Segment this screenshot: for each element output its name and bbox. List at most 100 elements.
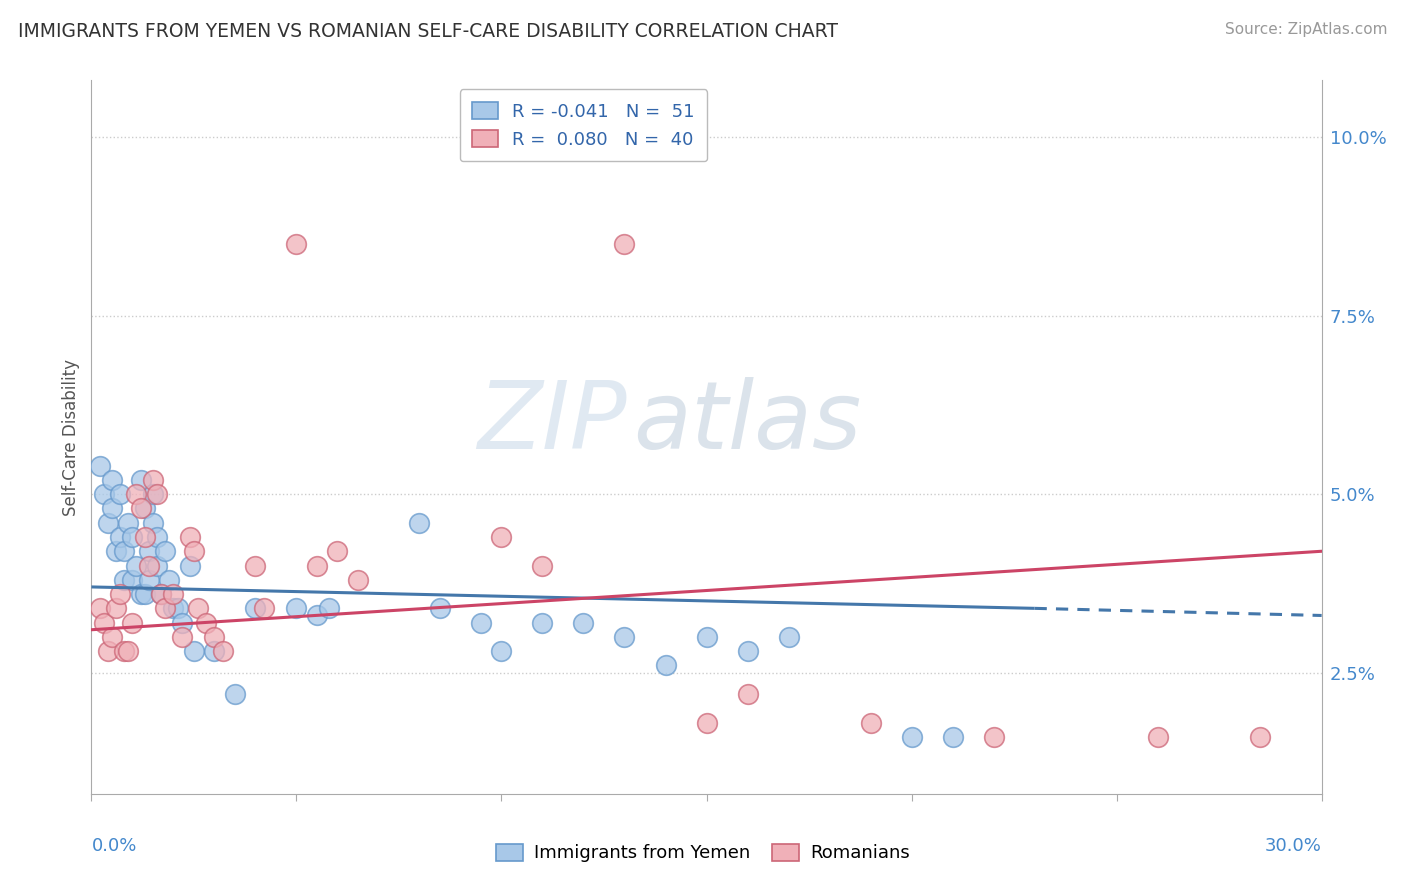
- Point: [491, 644, 513, 658]
- Point: [150, 587, 173, 601]
- Text: IMMIGRANTS FROM YEMEN VS ROMANIAN SELF-CARE DISABILITY CORRELATION CHART: IMMIGRANTS FROM YEMEN VS ROMANIAN SELF-C…: [18, 22, 838, 41]
- Point: [737, 644, 759, 658]
- Point: [97, 644, 120, 658]
- Text: Source: ZipAtlas.com: Source: ZipAtlas.com: [1225, 22, 1388, 37]
- Point: [179, 530, 201, 544]
- Point: [737, 687, 759, 701]
- Point: [942, 730, 965, 744]
- Point: [108, 530, 131, 544]
- Point: [531, 615, 554, 630]
- Point: [157, 573, 180, 587]
- Point: [654, 658, 676, 673]
- Point: [125, 487, 148, 501]
- Point: [97, 516, 120, 530]
- Point: [170, 615, 193, 630]
- Point: [146, 487, 169, 501]
- Text: ZIP: ZIP: [477, 377, 627, 468]
- Point: [285, 237, 308, 252]
- Point: [202, 644, 225, 658]
- Point: [146, 558, 169, 573]
- Point: [900, 730, 922, 744]
- Point: [93, 487, 115, 501]
- Text: 0.0%: 0.0%: [91, 837, 136, 855]
- Point: [93, 615, 115, 630]
- Point: [121, 530, 143, 544]
- Point: [305, 558, 328, 573]
- Point: [305, 608, 328, 623]
- Legend: Immigrants from Yemen, Romanians: Immigrants from Yemen, Romanians: [489, 837, 917, 870]
- Point: [101, 473, 124, 487]
- Point: [778, 630, 800, 644]
- Point: [1249, 730, 1271, 744]
- Point: [89, 601, 111, 615]
- Point: [253, 601, 276, 615]
- Point: [170, 630, 193, 644]
- Text: 30.0%: 30.0%: [1265, 837, 1322, 855]
- Point: [408, 516, 430, 530]
- Point: [1146, 730, 1168, 744]
- Point: [326, 544, 349, 558]
- Point: [117, 516, 139, 530]
- Point: [125, 558, 148, 573]
- Point: [134, 530, 156, 544]
- Point: [347, 573, 370, 587]
- Point: [491, 530, 513, 544]
- Point: [129, 501, 152, 516]
- Point: [108, 587, 131, 601]
- Point: [695, 715, 717, 730]
- Point: [224, 687, 246, 701]
- Point: [129, 473, 152, 487]
- Point: [318, 601, 340, 615]
- Point: [187, 601, 209, 615]
- Point: [138, 573, 160, 587]
- Point: [146, 530, 169, 544]
- Point: [138, 544, 160, 558]
- Point: [470, 615, 492, 630]
- Point: [183, 644, 205, 658]
- Point: [153, 601, 177, 615]
- Point: [859, 715, 882, 730]
- Point: [211, 644, 233, 658]
- Point: [112, 573, 135, 587]
- Legend: R = -0.041   N =  51, R =  0.080   N =  40: R = -0.041 N = 51, R = 0.080 N = 40: [460, 89, 707, 161]
- Point: [183, 544, 205, 558]
- Point: [105, 544, 127, 558]
- Point: [121, 615, 143, 630]
- Point: [285, 601, 308, 615]
- Point: [105, 601, 127, 615]
- Point: [153, 544, 177, 558]
- Point: [613, 630, 636, 644]
- Point: [245, 601, 267, 615]
- Y-axis label: Self-Care Disability: Self-Care Disability: [62, 359, 80, 516]
- Point: [142, 516, 165, 530]
- Point: [695, 630, 717, 644]
- Point: [108, 487, 131, 501]
- Point: [162, 587, 184, 601]
- Point: [245, 558, 267, 573]
- Point: [983, 730, 1005, 744]
- Point: [129, 587, 152, 601]
- Point: [613, 237, 636, 252]
- Point: [195, 615, 218, 630]
- Point: [121, 573, 143, 587]
- Point: [142, 487, 165, 501]
- Point: [138, 558, 160, 573]
- Point: [101, 501, 124, 516]
- Point: [112, 544, 135, 558]
- Point: [531, 558, 554, 573]
- Point: [117, 644, 139, 658]
- Point: [112, 644, 135, 658]
- Point: [142, 473, 165, 487]
- Text: atlas: atlas: [633, 377, 860, 468]
- Point: [150, 587, 173, 601]
- Point: [202, 630, 225, 644]
- Point: [134, 587, 156, 601]
- Point: [134, 501, 156, 516]
- Point: [572, 615, 595, 630]
- Point: [429, 601, 451, 615]
- Point: [179, 558, 201, 573]
- Point: [162, 601, 184, 615]
- Point: [89, 458, 111, 473]
- Point: [101, 630, 124, 644]
- Point: [166, 601, 188, 615]
